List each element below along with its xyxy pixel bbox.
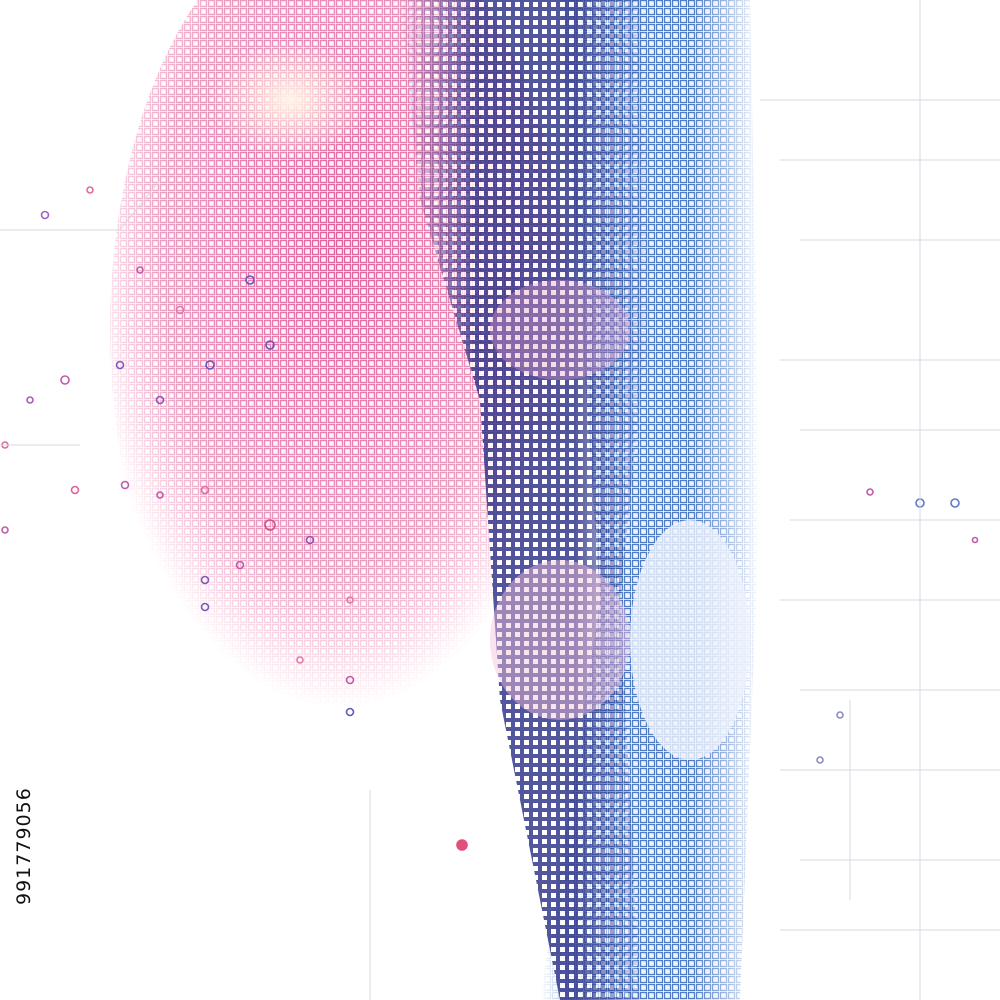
watermark-id: 991779056: [13, 787, 35, 905]
dots: [1, 186, 979, 851]
texture: [100, 0, 780, 1000]
